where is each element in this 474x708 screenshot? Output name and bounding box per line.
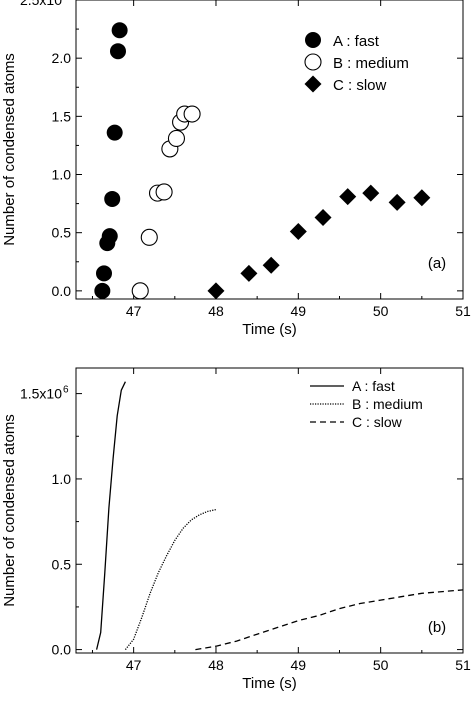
x-tick-label: 48: [208, 303, 224, 319]
series-a: [94, 22, 128, 299]
panel-label: (b): [428, 619, 446, 636]
series-c: [207, 184, 431, 300]
y-tick-label: 0.0: [52, 283, 72, 299]
x-tick-label: 49: [291, 657, 307, 673]
data-point: [94, 282, 111, 299]
data-point: [240, 264, 258, 282]
data-point: [183, 105, 201, 123]
x-tick-label: 47: [126, 303, 142, 319]
series-line: [124, 508, 217, 651]
data-point: [140, 228, 158, 246]
series-a: [95, 381, 126, 650]
x-axis-label: Time (s): [242, 321, 296, 338]
legend-label: A : fast: [333, 33, 380, 50]
y-axis-label: Number of condensed atoms: [1, 414, 18, 607]
legend-label: B : medium: [352, 396, 423, 412]
legend-entry: C : slow: [310, 414, 403, 430]
data-point: [289, 223, 307, 241]
data-point: [207, 282, 225, 300]
data-point: [155, 183, 173, 201]
legend-entry: C : slow: [304, 75, 387, 94]
data-point: [95, 265, 112, 282]
series-b: [131, 105, 201, 300]
x-tick-label: 50: [373, 657, 389, 673]
data-point: [167, 129, 186, 147]
y-tick-label: 0.5: [52, 225, 72, 241]
panel-label: (a): [428, 255, 446, 272]
data-point: [388, 193, 406, 211]
data-point: [109, 43, 126, 60]
legend-entry: B : medium: [304, 53, 409, 72]
data-point: [106, 124, 123, 141]
y-tick-label: 1.0: [52, 167, 72, 183]
legend-label: C : slow: [333, 77, 387, 94]
legend-label: A : fast: [352, 378, 395, 394]
y-top-tick-exponent: 6: [63, 0, 69, 2]
series-b: [124, 508, 217, 651]
y-top-tick-label: 1.5x10: [20, 386, 62, 402]
y-tick-label: 0.0: [52, 642, 72, 658]
plot-frame: [75, 0, 464, 300]
series-c: [195, 589, 464, 651]
data-point: [314, 209, 332, 227]
data-point: [101, 228, 118, 245]
y-tick-label: 0.5: [52, 556, 72, 572]
series-line: [95, 381, 126, 650]
data-point: [131, 282, 149, 300]
data-point: [111, 22, 128, 39]
legend-entry: A : fast: [305, 32, 380, 50]
legend-label: C : slow: [352, 414, 403, 430]
data-point: [104, 190, 121, 207]
legend-marker: [304, 53, 322, 71]
y-top-tick-label: 2.5x10: [20, 0, 62, 8]
plot-frame: [75, 367, 464, 654]
y-top-tick-exponent: 6: [63, 385, 69, 396]
y-tick-label: 1.0: [52, 471, 72, 487]
x-tick-label: 47: [126, 657, 142, 673]
y-axis-label: Number of condensed atoms: [1, 53, 18, 246]
x-tick-label: 51: [455, 657, 471, 673]
x-tick-label: 48: [208, 657, 224, 673]
legend-entry: A : fast: [310, 378, 395, 394]
x-tick-label: 49: [291, 303, 307, 319]
x-axis-label: Time (s): [242, 675, 296, 692]
x-tick-label: 50: [373, 303, 389, 319]
series-line: [195, 589, 464, 651]
legend-label: B : medium: [333, 55, 409, 72]
data-point: [362, 184, 380, 202]
x-tick-label: 51: [455, 303, 471, 319]
chart-panel-b: 47 48 49 50 51 0.0 0.5 1.0 1.5x10 6 Time (s) Number…: [1, 367, 471, 692]
y-tick-label: 2.0: [52, 50, 72, 66]
y-tick-label: 1.5: [52, 108, 72, 124]
data-point: [413, 189, 431, 207]
legend-marker: [304, 75, 322, 93]
data-point: [339, 188, 357, 206]
legend-entry: B : medium: [310, 396, 423, 412]
data-point: [262, 256, 280, 274]
legend-marker: [305, 32, 321, 48]
